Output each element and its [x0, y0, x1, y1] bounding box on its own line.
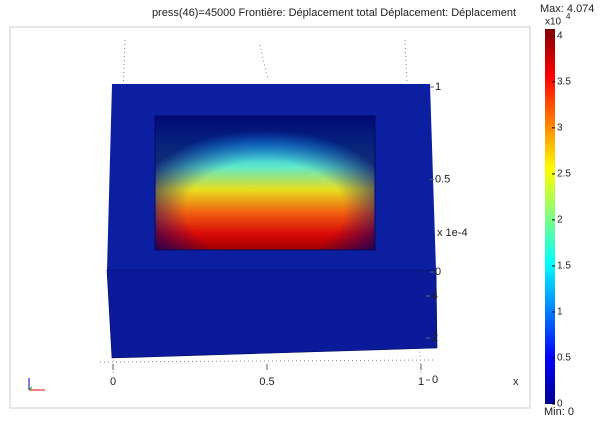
x-tick-label: 0.5: [259, 376, 274, 388]
z-unit-label: x 1e-4: [437, 227, 468, 239]
z-tick-label: 1: [435, 81, 441, 93]
figure: press(46)=45000 Frontière: Déplacement t…: [0, 0, 602, 422]
y-tick-label: 4: [432, 290, 438, 302]
colorbar-tick-label: 0: [557, 399, 563, 410]
colorbar-tick-label: 3.5: [557, 76, 571, 87]
z-tick-label: 0: [435, 266, 441, 278]
colorbar-tick-label: 3: [557, 122, 563, 133]
colorbar: [545, 29, 555, 404]
block-front: [107, 270, 437, 358]
y-tick-label: 2: [432, 332, 438, 344]
z-tick-label: 0.5: [435, 173, 450, 185]
colorbar-tick-label: 0.5: [557, 353, 571, 364]
colorbar-tick-label: 2.5: [557, 169, 571, 180]
colorbar-tick-label: 2: [557, 215, 563, 226]
x-axis-label: x: [513, 376, 519, 388]
pocket-shade: [155, 116, 375, 250]
colorbar-tick-label: 1.5: [557, 261, 571, 272]
colorbar-exponent: x10: [545, 17, 562, 28]
colorbar-exponent-power: 4: [566, 12, 571, 21]
page: {"chart_data": { "type": "surface", "tit…: [0, 0, 602, 422]
y-tick-label: 0: [432, 374, 438, 386]
plot-title: press(46)=45000 Frontière: Déplacement t…: [152, 7, 516, 19]
colorbar-tick-label: 4: [557, 30, 563, 41]
x-tick-label: 1: [418, 376, 424, 388]
x-tick-label: 0: [110, 376, 116, 388]
colorbar-tick-label: 1: [557, 307, 563, 318]
